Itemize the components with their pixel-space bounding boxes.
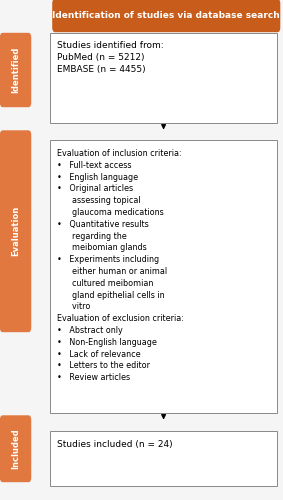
FancyBboxPatch shape: [53, 0, 280, 32]
FancyBboxPatch shape: [1, 131, 31, 332]
FancyBboxPatch shape: [50, 140, 277, 412]
Text: Studies identified from:
PubMed (n = 5212)
EMBASE (n = 4455): Studies identified from: PubMed (n = 521…: [57, 42, 163, 74]
Text: Identified: Identified: [11, 47, 20, 93]
Text: Evaluation of inclusion criteria:
•   Full-text access
•   English language
•   : Evaluation of inclusion criteria: • Full…: [57, 149, 183, 382]
Text: Included: Included: [11, 428, 20, 469]
FancyBboxPatch shape: [1, 34, 31, 106]
FancyBboxPatch shape: [50, 431, 277, 486]
FancyBboxPatch shape: [1, 416, 31, 482]
FancyBboxPatch shape: [50, 32, 277, 122]
Text: Identification of studies via database search: Identification of studies via database s…: [52, 11, 280, 20]
Text: Evaluation: Evaluation: [11, 206, 20, 256]
Text: Studies included (n = 24): Studies included (n = 24): [57, 440, 172, 449]
